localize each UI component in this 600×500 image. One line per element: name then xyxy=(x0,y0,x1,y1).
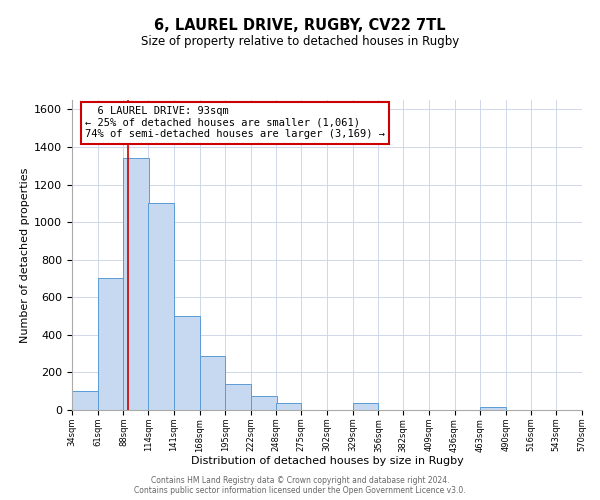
Bar xyxy=(480,407,506,410)
Bar xyxy=(199,356,225,410)
Bar xyxy=(251,396,277,410)
Bar xyxy=(72,391,98,410)
Bar xyxy=(225,384,251,410)
Text: Size of property relative to detached houses in Rugby: Size of property relative to detached ho… xyxy=(141,35,459,48)
Bar xyxy=(353,404,379,410)
Bar xyxy=(124,158,149,410)
Text: 6, LAUREL DRIVE, RUGBY, CV22 7TL: 6, LAUREL DRIVE, RUGBY, CV22 7TL xyxy=(154,18,446,32)
Text: Contains HM Land Registry data © Crown copyright and database right 2024.: Contains HM Land Registry data © Crown c… xyxy=(151,476,449,485)
Text: 6 LAUREL DRIVE: 93sqm  
← 25% of detached houses are smaller (1,061)
74% of semi: 6 LAUREL DRIVE: 93sqm ← 25% of detached … xyxy=(85,106,385,140)
Y-axis label: Number of detached properties: Number of detached properties xyxy=(20,168,30,342)
Text: Contains public sector information licensed under the Open Government Licence v3: Contains public sector information licen… xyxy=(134,486,466,495)
Bar xyxy=(174,316,199,410)
Bar xyxy=(98,278,124,410)
X-axis label: Distribution of detached houses by size in Rugby: Distribution of detached houses by size … xyxy=(191,456,463,466)
Bar xyxy=(148,204,174,410)
Bar xyxy=(275,404,301,410)
